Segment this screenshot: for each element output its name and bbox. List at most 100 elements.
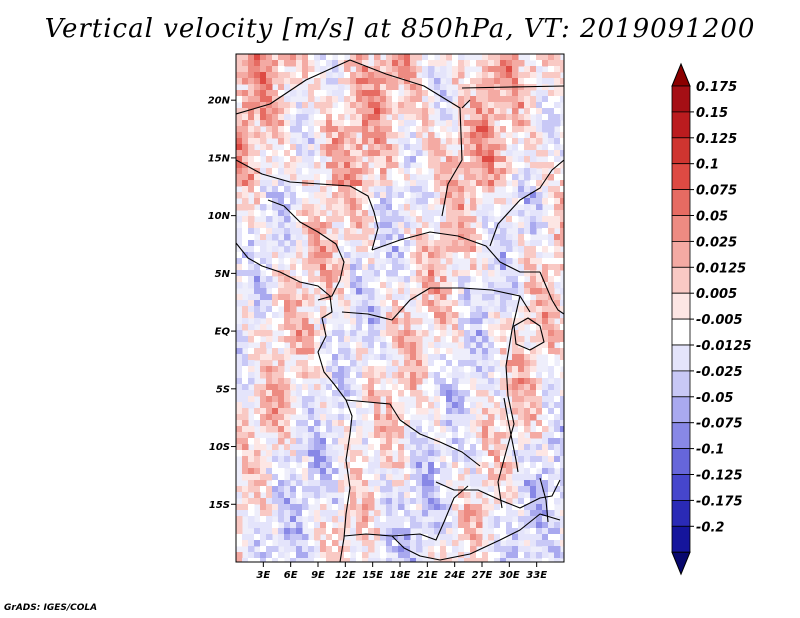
field-cell <box>302 330 309 337</box>
field-cell <box>464 540 471 547</box>
field-cell <box>404 552 411 559</box>
field-cell <box>236 378 243 385</box>
field-cell <box>560 492 564 499</box>
field-cell <box>278 72 285 79</box>
field-cell <box>320 210 327 217</box>
field-cell <box>344 324 351 331</box>
field-cell <box>290 210 297 217</box>
field-cell <box>530 270 537 277</box>
field-cell <box>512 114 519 121</box>
field-cell <box>290 330 297 337</box>
field-cell <box>290 324 297 331</box>
field-cell <box>524 186 531 193</box>
field-cell <box>338 108 345 115</box>
field-cell <box>548 210 555 217</box>
field-cell <box>236 414 243 421</box>
field-cell <box>236 66 243 73</box>
field-cell <box>488 270 495 277</box>
field-cell <box>344 144 351 151</box>
field-cell <box>248 390 255 397</box>
field-cell <box>320 342 327 349</box>
field-cell <box>506 366 513 373</box>
field-cell <box>386 330 393 337</box>
field-cell <box>476 402 483 409</box>
field-cell <box>494 156 501 163</box>
field-cell <box>242 456 249 463</box>
field-cell <box>272 498 279 505</box>
field-cell <box>548 198 555 205</box>
field-cell <box>476 510 483 517</box>
field-cell <box>308 204 315 211</box>
field-cell <box>380 222 387 229</box>
field-cell <box>500 456 507 463</box>
field-cell <box>374 54 381 61</box>
field-cell <box>416 54 423 61</box>
field-cell <box>296 54 303 61</box>
field-cell <box>410 348 417 355</box>
field-cell <box>392 432 399 439</box>
field-cell <box>284 294 291 301</box>
field-cell <box>386 234 393 241</box>
field-cell <box>272 102 279 109</box>
field-cell <box>416 198 423 205</box>
field-cell <box>314 252 321 259</box>
field-cell <box>500 426 507 433</box>
field-cell <box>332 408 339 415</box>
field-cell <box>482 480 489 487</box>
field-cell <box>272 294 279 301</box>
field-cell <box>416 96 423 103</box>
field-cell <box>236 60 243 67</box>
field-cell <box>380 486 387 493</box>
field-cell <box>542 318 549 325</box>
field-cell <box>470 480 477 487</box>
field-cell <box>278 276 285 283</box>
field-cell <box>272 348 279 355</box>
field-cell <box>356 54 363 61</box>
field-cell <box>410 144 417 151</box>
field-cell <box>332 480 339 487</box>
field-cell <box>296 78 303 85</box>
field-cell <box>446 96 453 103</box>
field-cell <box>530 486 537 493</box>
field-cell <box>536 462 543 469</box>
field-cell <box>344 132 351 139</box>
field-cell <box>554 558 561 562</box>
field-cell <box>320 312 327 319</box>
field-cell <box>242 342 249 349</box>
field-cell <box>248 354 255 361</box>
field-cell <box>374 342 381 349</box>
field-cell <box>398 66 405 73</box>
field-cell <box>470 456 477 463</box>
field-cell <box>446 396 453 403</box>
field-cell <box>458 402 465 409</box>
field-cell <box>356 354 363 361</box>
field-cell <box>446 252 453 259</box>
field-cell <box>446 222 453 229</box>
field-cell <box>554 210 561 217</box>
field-cell <box>542 120 549 127</box>
field-cell <box>308 558 315 562</box>
field-cell <box>332 78 339 85</box>
field-cell <box>464 270 471 277</box>
field-cell <box>464 144 471 151</box>
field-cell <box>236 330 243 337</box>
field-cell <box>344 162 351 169</box>
field-cell <box>278 504 285 511</box>
field-cell <box>242 156 249 163</box>
field-cell <box>308 54 315 61</box>
field-cell <box>410 72 417 79</box>
field-cell <box>458 408 465 415</box>
field-cell <box>452 522 459 529</box>
field-cell <box>482 336 489 343</box>
field-cell <box>524 444 531 451</box>
field-cell <box>236 168 243 175</box>
field-cell <box>464 456 471 463</box>
field-cell <box>332 186 339 193</box>
field-cell <box>254 522 261 529</box>
field-cell <box>494 354 501 361</box>
field-cell <box>386 504 393 511</box>
field-cell <box>368 528 375 535</box>
field-cell <box>344 552 351 559</box>
field-cell <box>536 258 543 265</box>
field-cell <box>422 420 429 427</box>
